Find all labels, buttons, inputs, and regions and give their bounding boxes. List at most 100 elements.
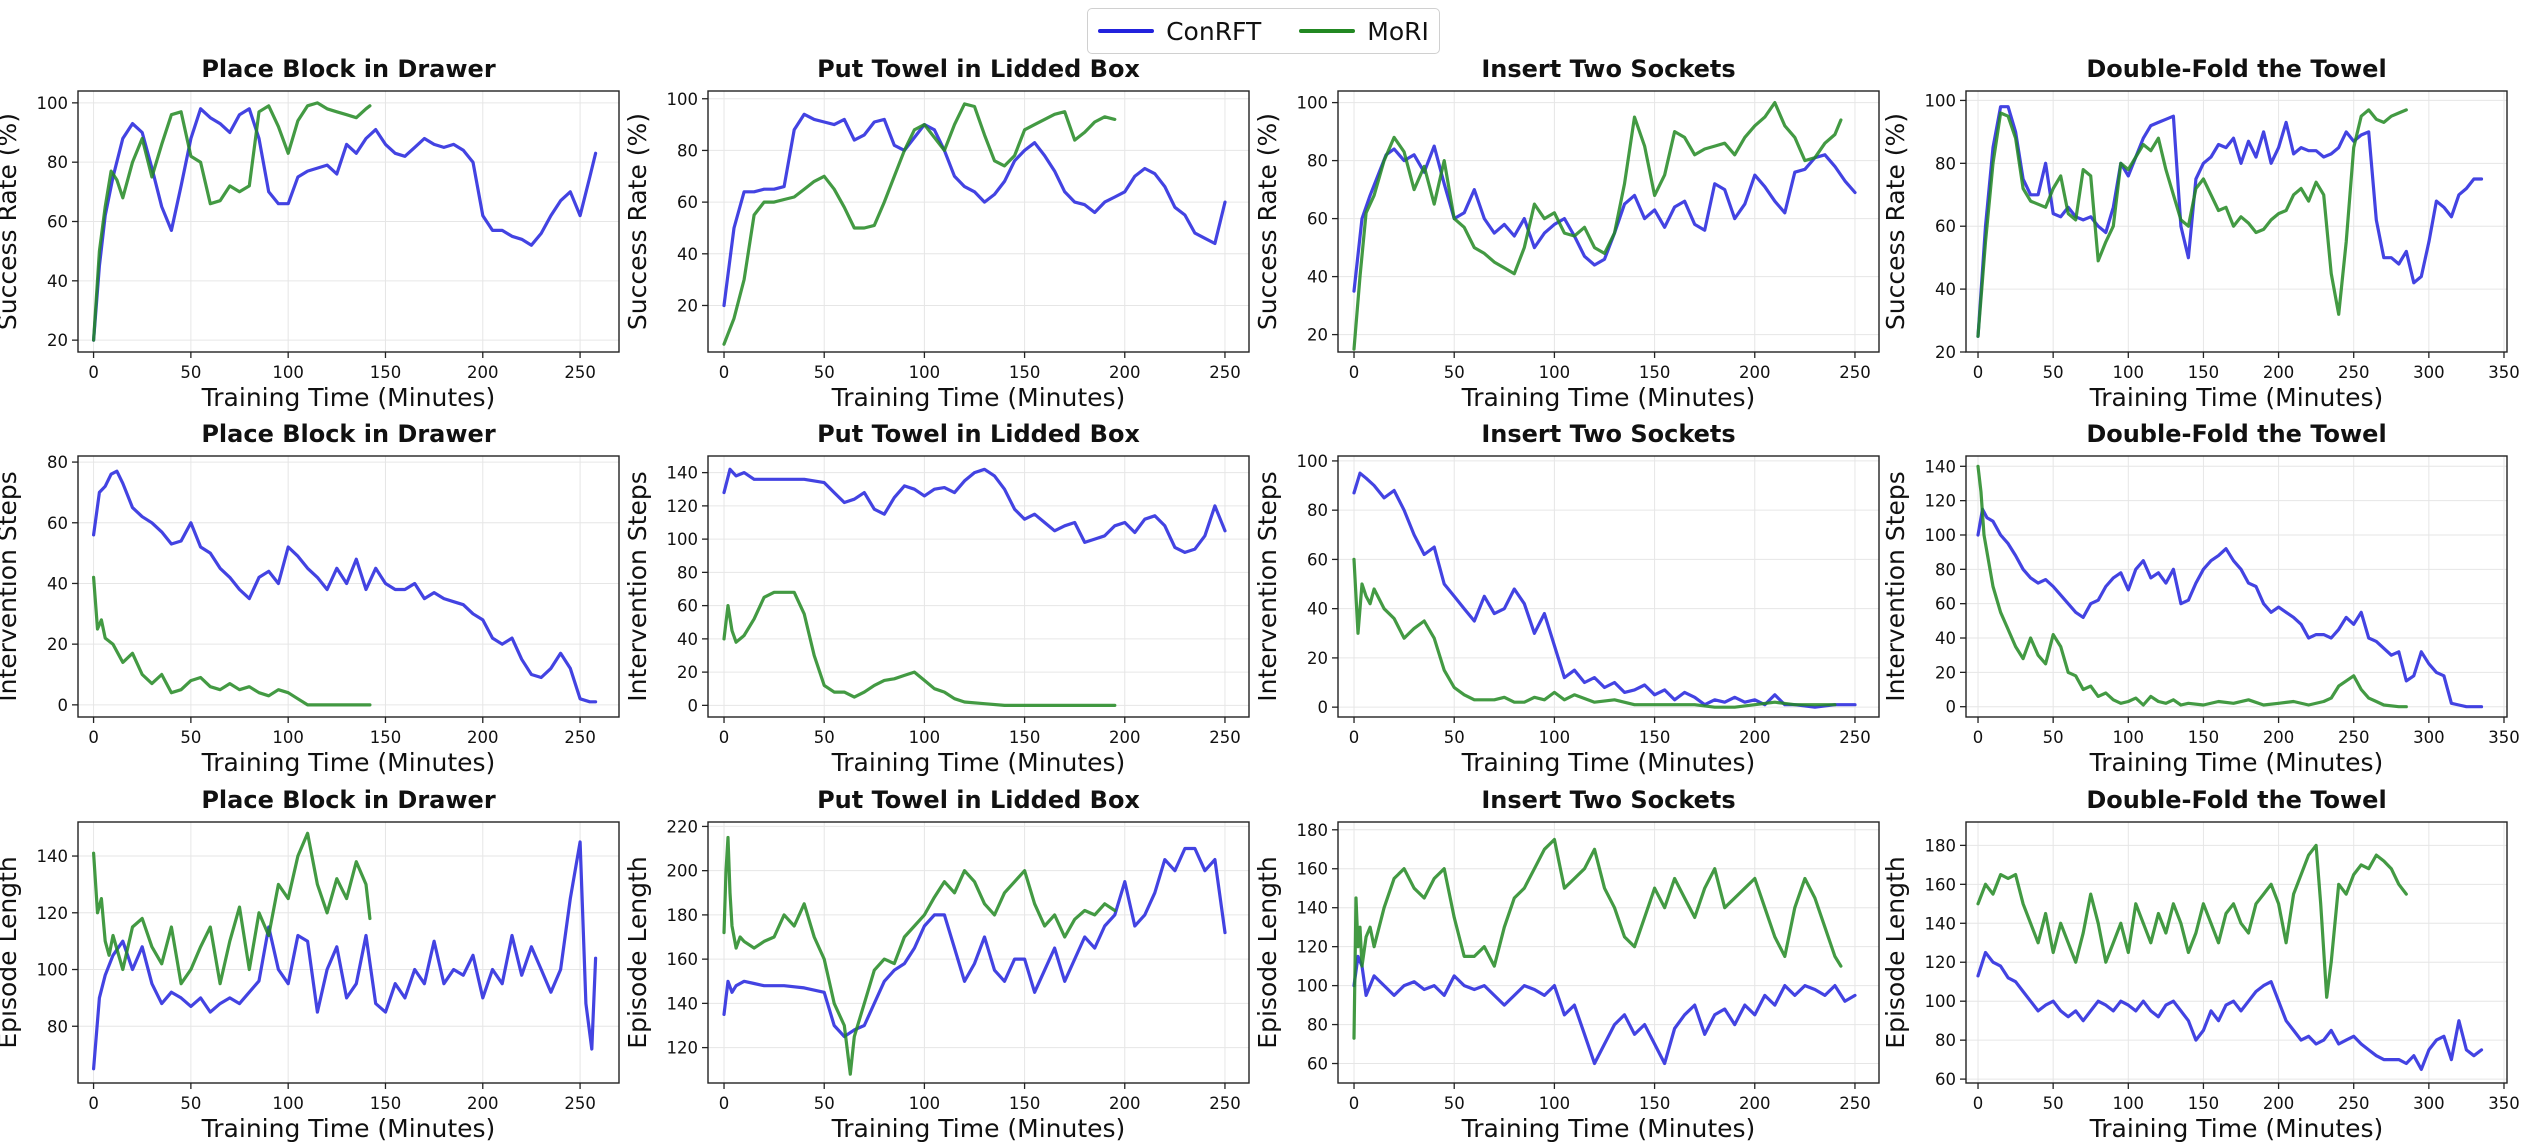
- x-tick-label: 50: [180, 1094, 201, 1113]
- series-line-mori: [722, 835, 1117, 1076]
- chart-title: Place Block in Drawer: [201, 55, 495, 83]
- y-tick-label: 80: [1935, 560, 1956, 579]
- y-tick-label: 140: [1297, 899, 1329, 918]
- x-tick-label: 250: [1839, 1094, 1871, 1113]
- y-tick-label: 20: [1307, 326, 1328, 345]
- y-tick-label: 40: [677, 245, 698, 264]
- y-tick-label: 140: [1925, 914, 1957, 933]
- series-line-mori: [1976, 108, 2408, 338]
- axes-frame: [1965, 455, 2508, 718]
- x-tick-label: 0: [1349, 1094, 1360, 1113]
- x-tick-label: 100: [909, 728, 941, 747]
- y-tick-label: 80: [1307, 501, 1328, 520]
- x-tick-label: 300: [2413, 363, 2445, 382]
- subplot-1: 0 50 100 150 200 250 20 40 60 80 100 Place Block in…: [0, 55, 620, 412]
- axes-frame: [707, 90, 1250, 353]
- chart-title: Put Towel in Lidded Box: [817, 55, 1140, 83]
- x-tick-label: 250: [1839, 363, 1871, 382]
- y-axis-label: Success Rate (%): [623, 113, 652, 330]
- axes-frame: [1337, 455, 1880, 718]
- x-tick-label: 100: [1539, 1094, 1571, 1113]
- y-tick-label: 60: [1307, 210, 1328, 229]
- x-tick-label: 250: [2338, 1094, 2370, 1113]
- x-tick-label: 0: [1973, 363, 1984, 382]
- x-axis-label: Training Time (Minutes): [201, 1114, 496, 1143]
- y-tick-label: 100: [1925, 91, 1957, 110]
- y-tick-label: 20: [1935, 663, 1956, 682]
- y-tick-label: 60: [47, 514, 68, 533]
- x-tick-label: 0: [1349, 728, 1360, 747]
- y-tick-label: 120: [1925, 953, 1957, 972]
- x-tick-label: 50: [2043, 1094, 2064, 1113]
- x-tick-label: 200: [1739, 1094, 1771, 1113]
- subplot-4: 0 50 100 150 200 250 300 350 20 40 60 80 100 Double-F…: [1881, 55, 2520, 412]
- y-tick-label: 60: [47, 213, 68, 232]
- series-line-conrft: [722, 112, 1227, 308]
- y-tick-label: 220: [667, 817, 699, 836]
- x-tick-label: 300: [2413, 728, 2445, 747]
- y-tick-label: 20: [677, 663, 698, 682]
- axes-frame: [77, 821, 620, 1084]
- y-axis-label: Episode Length: [0, 856, 22, 1048]
- x-tick-label: 250: [1209, 1094, 1241, 1113]
- chart-title: Place Block in Drawer: [201, 420, 495, 448]
- x-axis-label: Training Time (Minutes): [831, 383, 1126, 412]
- y-tick-label: 20: [677, 296, 698, 315]
- y-tick-label: 140: [667, 994, 699, 1013]
- y-tick-label: 160: [667, 950, 699, 969]
- y-tick-label: 140: [1925, 457, 1957, 476]
- axes-frame: [1337, 90, 1880, 353]
- x-tick-label: 200: [1739, 728, 1771, 747]
- series-line-mori: [91, 101, 372, 342]
- y-tick-label: 60: [677, 597, 698, 616]
- y-tick-label: 40: [1935, 280, 1956, 299]
- y-tick-label: 80: [47, 153, 68, 172]
- x-tick-label: 0: [88, 1094, 99, 1113]
- y-tick-label: 60: [1307, 1055, 1328, 1074]
- y-tick-label: 20: [47, 635, 68, 654]
- y-tick-label: 180: [1925, 836, 1957, 855]
- subplot-3: 0 50 100 150 200 250 20 40 60 80 100 Insert Two Soc…: [1253, 55, 1880, 412]
- x-tick-label: 250: [2338, 728, 2370, 747]
- y-tick-label: 80: [47, 453, 68, 472]
- y-tick-label: 60: [1935, 595, 1956, 614]
- x-axis-label: Training Time (Minutes): [2089, 383, 2384, 412]
- axes-frame: [1337, 821, 1880, 1084]
- x-tick-label: 150: [1009, 363, 1041, 382]
- y-tick-label: 60: [1307, 550, 1328, 569]
- x-tick-label: 50: [1444, 1094, 1465, 1113]
- x-tick-label: 200: [1109, 1094, 1141, 1113]
- y-tick-label: 100: [1925, 992, 1957, 1011]
- y-tick-label: 0: [1318, 698, 1329, 717]
- x-tick-label: 50: [1444, 728, 1465, 747]
- y-tick-label: 20: [47, 331, 68, 350]
- y-tick-label: 100: [37, 94, 69, 113]
- subplot-12: 0 50 100 150 200 250 300 350 60 80 100 120 140 160 180…: [1881, 786, 2520, 1143]
- y-tick-label: 140: [667, 464, 699, 483]
- legend-entry-mori: MoRI: [1299, 17, 1429, 46]
- y-axis-label: Episode Length: [1253, 856, 1282, 1048]
- x-tick-label: 150: [370, 363, 402, 382]
- x-tick-label: 200: [1739, 363, 1771, 382]
- subplot-5: 0 50 100 150 200 250 0 20 40 60 80 Place Block in D…: [0, 420, 620, 777]
- chart-title: Put Towel in Lidded Box: [817, 420, 1140, 448]
- subplot-8: 0 50 100 150 200 250 300 350 0 20 40 60 80 100 120 140 D…: [1881, 420, 2520, 777]
- x-tick-label: 50: [814, 363, 835, 382]
- y-tick-label: 180: [1297, 821, 1329, 840]
- x-tick-label: 150: [2188, 1094, 2220, 1113]
- x-tick-label: 100: [2113, 728, 2145, 747]
- subplot-7: 0 50 100 150 200 250 0 20 40 60 80 100 Insert Two So…: [1253, 420, 1880, 777]
- x-axis-label: Training Time (Minutes): [1461, 748, 1756, 777]
- y-axis-label: Success Rate (%): [1253, 113, 1282, 330]
- legend-entry-conrft: ConRFT: [1098, 17, 1261, 46]
- x-tick-label: 150: [1009, 1094, 1041, 1113]
- x-axis-label: Training Time (Minutes): [831, 1114, 1126, 1143]
- series-line-mori: [1976, 843, 2408, 999]
- x-tick-label: 0: [1973, 728, 1984, 747]
- chart-title: Double-Fold the Towel: [2086, 786, 2386, 814]
- y-tick-label: 80: [47, 1017, 68, 1036]
- x-axis-label: Training Time (Minutes): [1461, 383, 1756, 412]
- y-axis-label: Success Rate (%): [1881, 113, 1910, 330]
- series-line-conrft: [91, 840, 598, 1071]
- x-tick-label: 50: [1444, 363, 1465, 382]
